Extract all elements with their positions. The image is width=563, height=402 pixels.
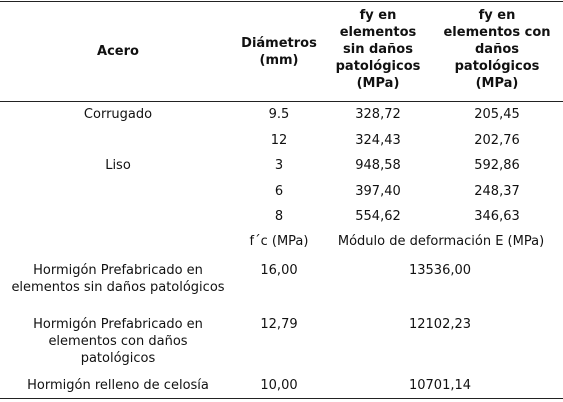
steel-diameter: 12 bbox=[270, 133, 288, 148]
concrete-fc: 12,79 bbox=[260, 317, 298, 332]
concrete-fc: 10,00 bbox=[260, 378, 298, 393]
steel-fy-sin: 328,72 bbox=[355, 107, 401, 122]
header-fy-sin-line-1: fy en bbox=[359, 8, 397, 23]
steel-fy-con: 202,76 bbox=[474, 133, 520, 148]
header-fy-con-line-5: (MPa) bbox=[475, 76, 519, 91]
steel-fy-sin: 324,43 bbox=[355, 133, 401, 148]
table-top-rule bbox=[0, 1, 563, 2]
concrete-type: Hormigón Prefabricado en elementos sin d… bbox=[4, 262, 232, 296]
steel-fy-con: 592,86 bbox=[474, 158, 520, 173]
concrete-type-line-2: elementos con daños bbox=[48, 334, 188, 349]
concrete-type-line-2: elementos sin daños patológicos bbox=[11, 280, 225, 295]
header-fy-sin-line-3: sin daños bbox=[343, 42, 413, 57]
steel-fy-sin: 948,58 bbox=[355, 158, 401, 173]
steel-fy-con: 205,45 bbox=[474, 107, 520, 122]
concrete-type-line-1: Hormigón relleno de celosía bbox=[27, 378, 209, 393]
steel-diameter: 8 bbox=[274, 209, 284, 224]
concrete-type: Hormigón relleno de celosía bbox=[4, 377, 232, 394]
header-fy-con-line-4: patológicos bbox=[454, 59, 540, 74]
header-fy-con-line-2: elementos con bbox=[443, 25, 551, 40]
table-bottom-rule bbox=[0, 398, 563, 399]
header-modulo: Módulo de deformación E (MPa) bbox=[337, 234, 545, 249]
header-fy-sin-line-5: (MPa) bbox=[356, 76, 400, 91]
concrete-type-line-3: patológicos bbox=[80, 351, 156, 366]
header-fc: f´c (MPa) bbox=[249, 234, 309, 249]
header-fy-sin-line-2: elementos bbox=[339, 25, 417, 40]
header-diametros: Diámetros (mm) bbox=[241, 35, 317, 69]
steel-diameter: 9.5 bbox=[268, 107, 290, 122]
steel-diameter: 3 bbox=[274, 158, 284, 173]
header-fy-con-line-3: daños bbox=[474, 42, 520, 57]
header-fy-sin-line-4: patológicos bbox=[335, 59, 421, 74]
concrete-type-line-1: Hormigón Prefabricado en bbox=[33, 317, 203, 332]
header-acero: Acero bbox=[97, 44, 139, 59]
header-fy-con: fy en elementos con daños patológicos (M… bbox=[443, 7, 550, 92]
header-fy-con-line-1: fy en bbox=[478, 8, 516, 23]
steel-type: Liso bbox=[105, 158, 131, 173]
steel-fy-sin: 397,40 bbox=[355, 184, 401, 199]
header-diametros-line-2: (mm) bbox=[259, 53, 299, 68]
steel-fy-sin: 554,62 bbox=[355, 209, 401, 224]
steel-type: Corrugado bbox=[83, 107, 153, 122]
concrete-e: 12102,23 bbox=[408, 317, 472, 332]
steel-fy-con: 346,63 bbox=[474, 209, 520, 224]
concrete-e: 13536,00 bbox=[408, 263, 472, 278]
concrete-e: 10701,14 bbox=[408, 378, 472, 393]
steel-fy-con: 248,37 bbox=[474, 184, 520, 199]
concrete-fc: 16,00 bbox=[260, 263, 298, 278]
header-fy-sin: fy en elementos sin daños patológicos (M… bbox=[336, 7, 421, 92]
concrete-type: Hormigón Prefabricado en elementos con d… bbox=[4, 316, 232, 367]
concrete-type-line-1: Hormigón Prefabricado en bbox=[33, 263, 203, 278]
header-bottom-rule bbox=[0, 101, 563, 102]
steel-diameter: 6 bbox=[274, 184, 284, 199]
header-diametros-line-1: Diámetros bbox=[241, 36, 317, 51]
